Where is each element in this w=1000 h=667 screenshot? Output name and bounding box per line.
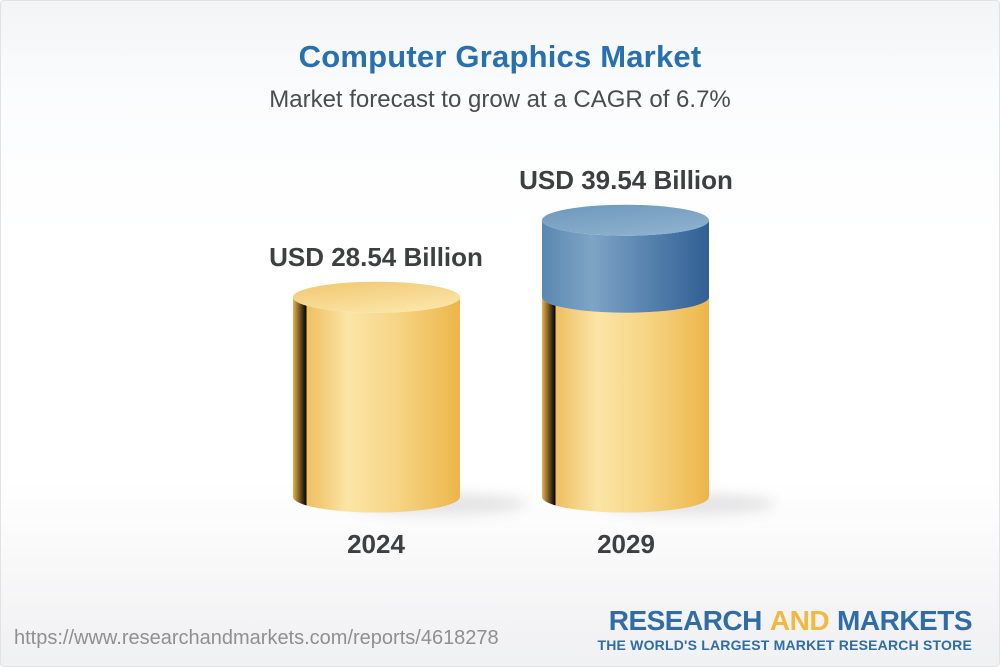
logo-word-research: RESEARCH — [608, 604, 763, 636]
source-url-link[interactable]: https://www.researchandmarkets.com/repor… — [14, 627, 499, 649]
chart-title: Computer Graphics Market — [298, 39, 702, 74]
brand-logo-wordmark: RESEARCH AND MARKETS — [597, 604, 973, 636]
brand-logo-tagline: THE WORLD'S LARGEST MARKET RESEARCH STOR… — [597, 637, 972, 653]
cylinder-top-blue — [542, 204, 709, 236]
bar-cylinder-2029 — [542, 204, 709, 513]
cylinder-side-gold — [293, 297, 461, 513]
logo-word-and: AND — [769, 604, 830, 636]
year-label-2029: 2029 — [597, 529, 655, 559]
brand-logo: RESEARCH AND MARKETS THE WORLD'S LARGEST… — [597, 604, 973, 653]
cylinder-side-gold-base — [542, 297, 709, 513]
year-label-2024: 2024 — [347, 529, 405, 559]
chart-subtitle: Market forecast to grow at a CAGR of 6.7… — [269, 86, 731, 113]
cylinder-side-blue-growth — [542, 220, 709, 313]
value-label-2024: USD 28.54 Billion — [269, 242, 483, 272]
cylinder-top-gold — [293, 281, 460, 313]
logo-word-markets: MARKETS — [837, 604, 972, 636]
value-label-2029: USD 39.54 Billion — [519, 165, 733, 195]
bar-cylinder-2024 — [293, 281, 461, 513]
